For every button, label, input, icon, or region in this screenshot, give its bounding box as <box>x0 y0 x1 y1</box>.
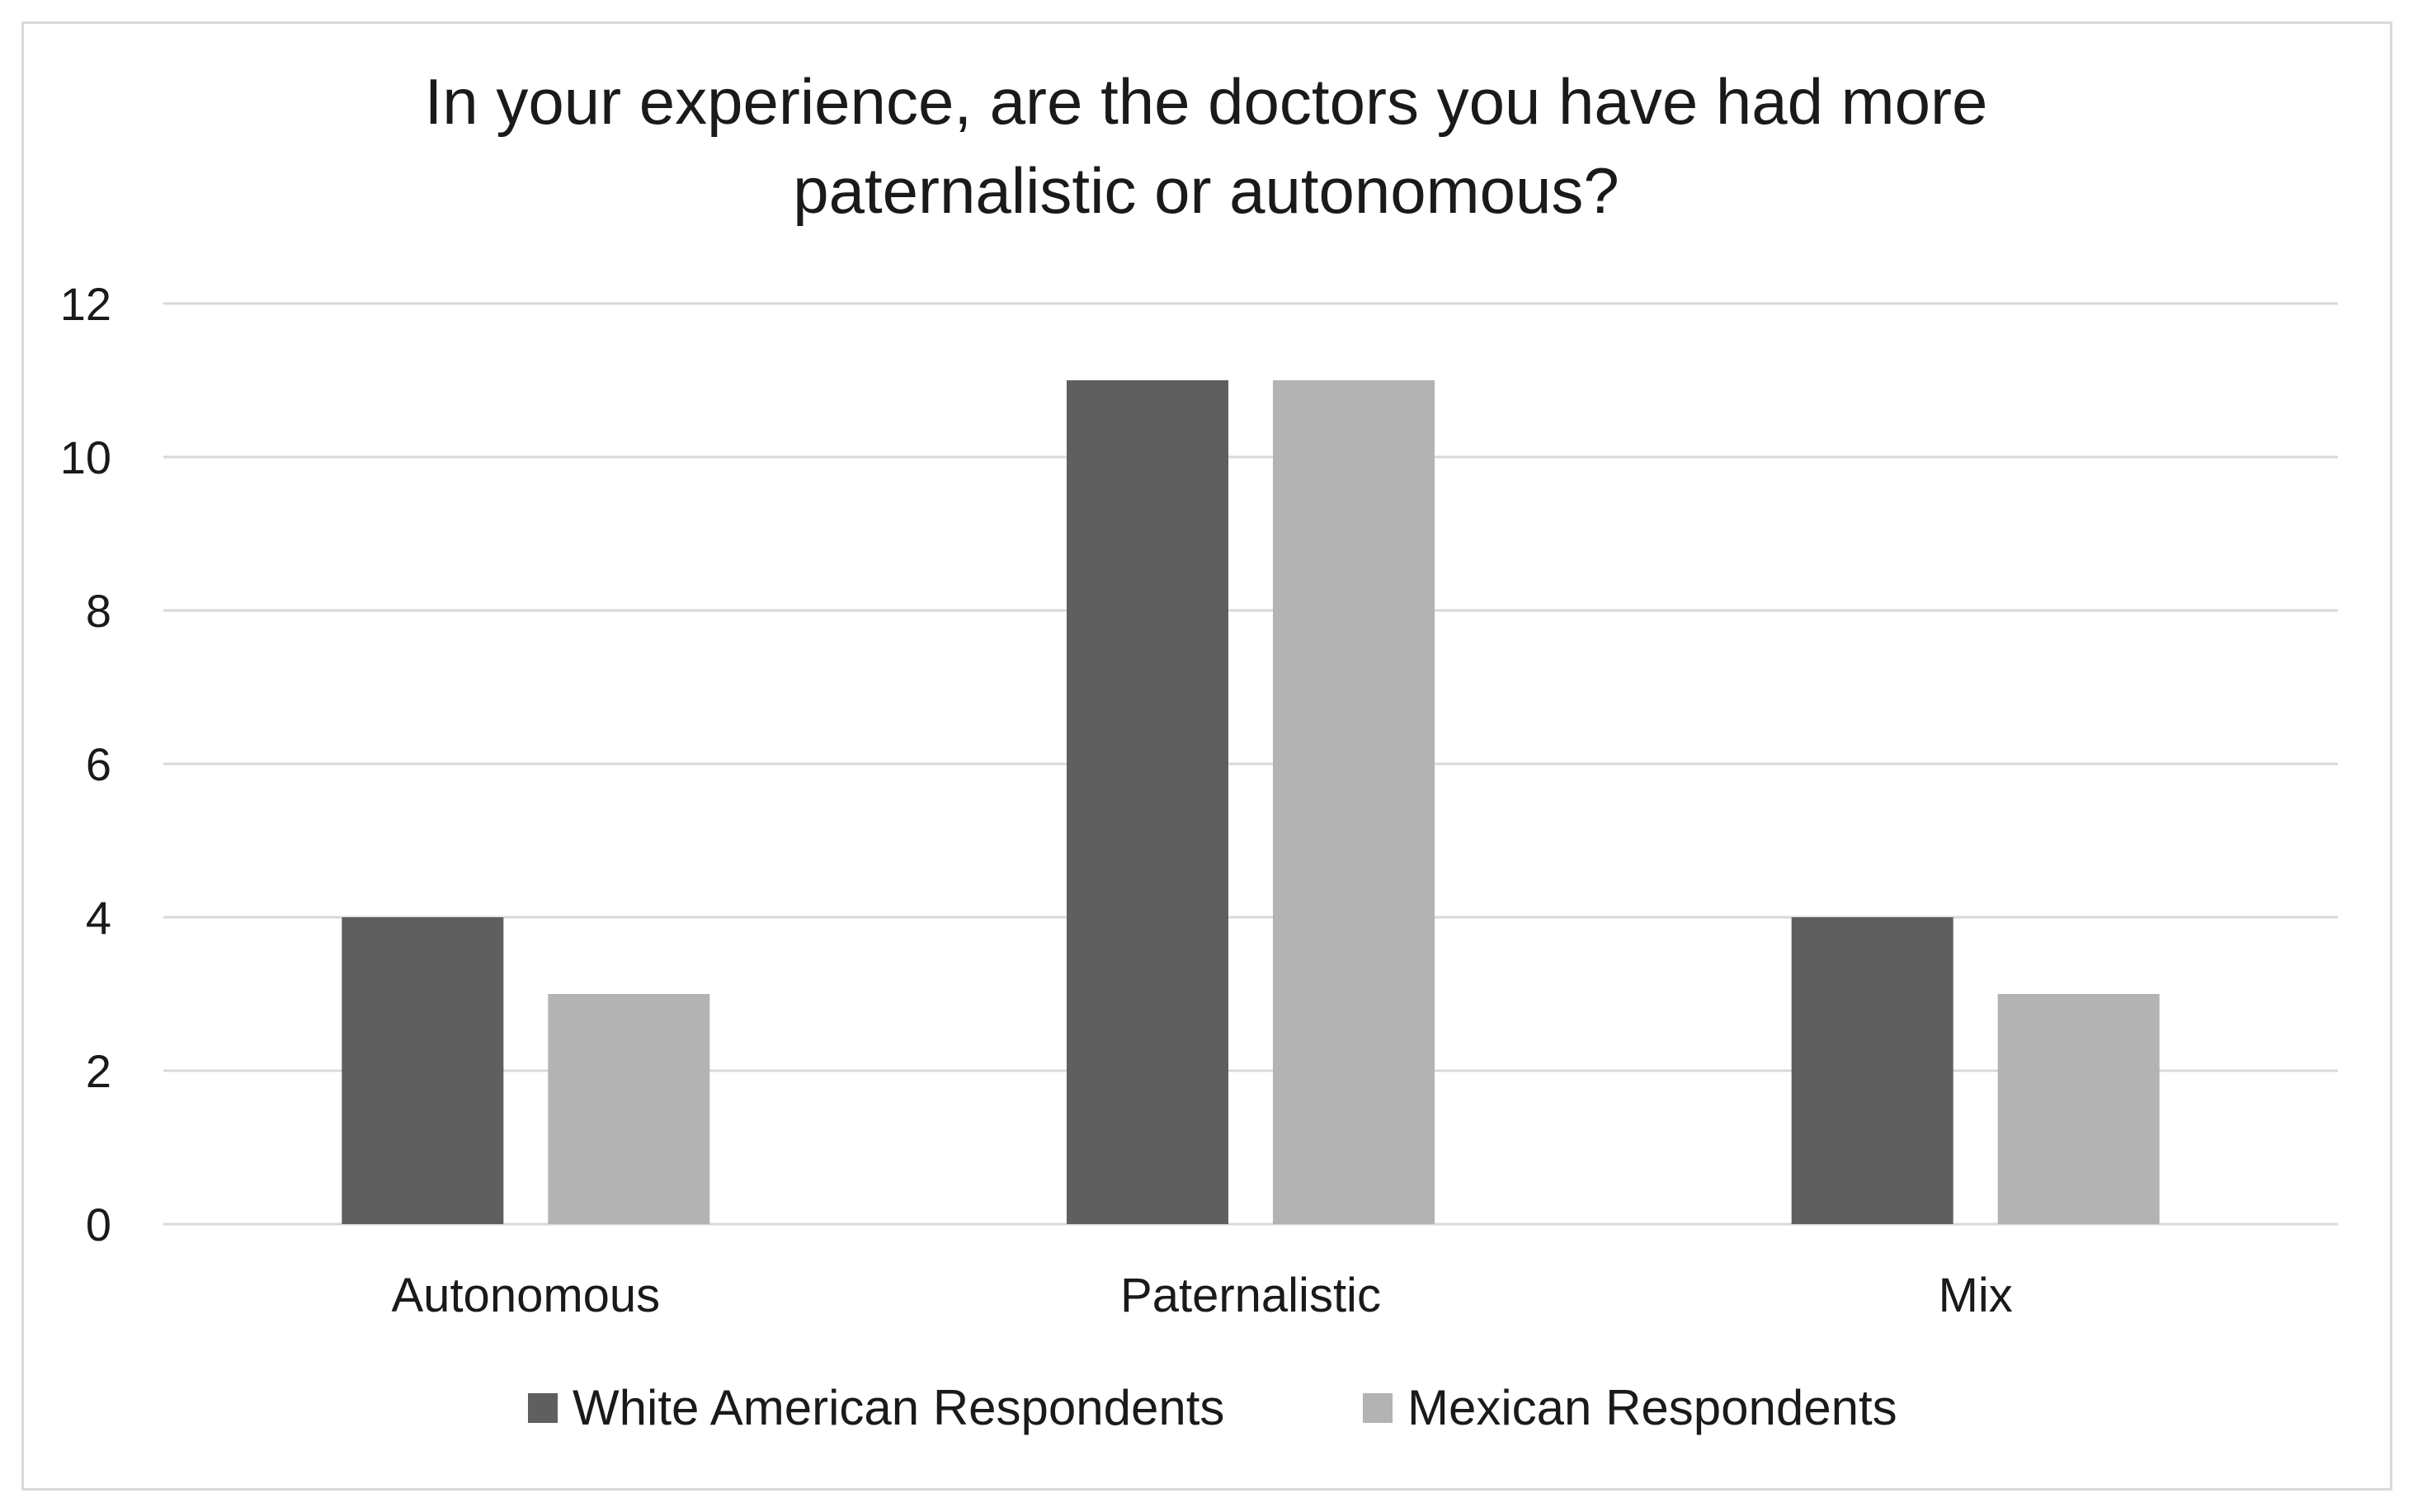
bars <box>342 380 2160 1224</box>
chart-title-line-2: paternalistic or autonomous? <box>793 154 1619 227</box>
bar-autonomous-series-2 <box>548 994 710 1224</box>
y-axis-tick-labels: 0 2 4 6 8 10 12 <box>60 278 111 1251</box>
x-category-label: Paternalistic <box>1120 1269 1381 1322</box>
legend-swatch <box>1363 1393 1393 1423</box>
y-tick-label: 10 <box>60 431 111 483</box>
legend-swatch <box>528 1393 558 1423</box>
bar-mix-series-2 <box>1997 994 2160 1224</box>
legend-label: White American Respondents <box>573 1380 1224 1435</box>
chart-title: In your experience, are the doctors you … <box>425 65 1988 227</box>
x-category-label: Mix <box>1939 1269 2013 1322</box>
y-tick-label: 0 <box>86 1199 111 1251</box>
x-axis-category-labels: Autonomous Paternalistic Mix <box>392 1269 2013 1322</box>
bar-paternalistic-series-2 <box>1273 380 1435 1224</box>
legend: White American Respondents Mexican Respon… <box>528 1380 1897 1435</box>
y-tick-label: 2 <box>86 1045 111 1097</box>
bar-mix-series-1 <box>1791 917 1953 1224</box>
y-tick-label: 4 <box>86 892 111 944</box>
chart-title-line-1: In your experience, are the doctors you … <box>425 65 1988 138</box>
y-tick-label: 12 <box>60 278 111 330</box>
x-category-label: Autonomous <box>392 1269 661 1322</box>
bar-paternalistic-series-1 <box>1067 380 1228 1224</box>
y-tick-label: 6 <box>86 738 111 790</box>
legend-label: Mexican Respondents <box>1407 1380 1897 1435</box>
bar-autonomous-series-1 <box>342 917 504 1224</box>
y-tick-label: 8 <box>86 585 111 637</box>
gridlines <box>163 302 2338 1226</box>
